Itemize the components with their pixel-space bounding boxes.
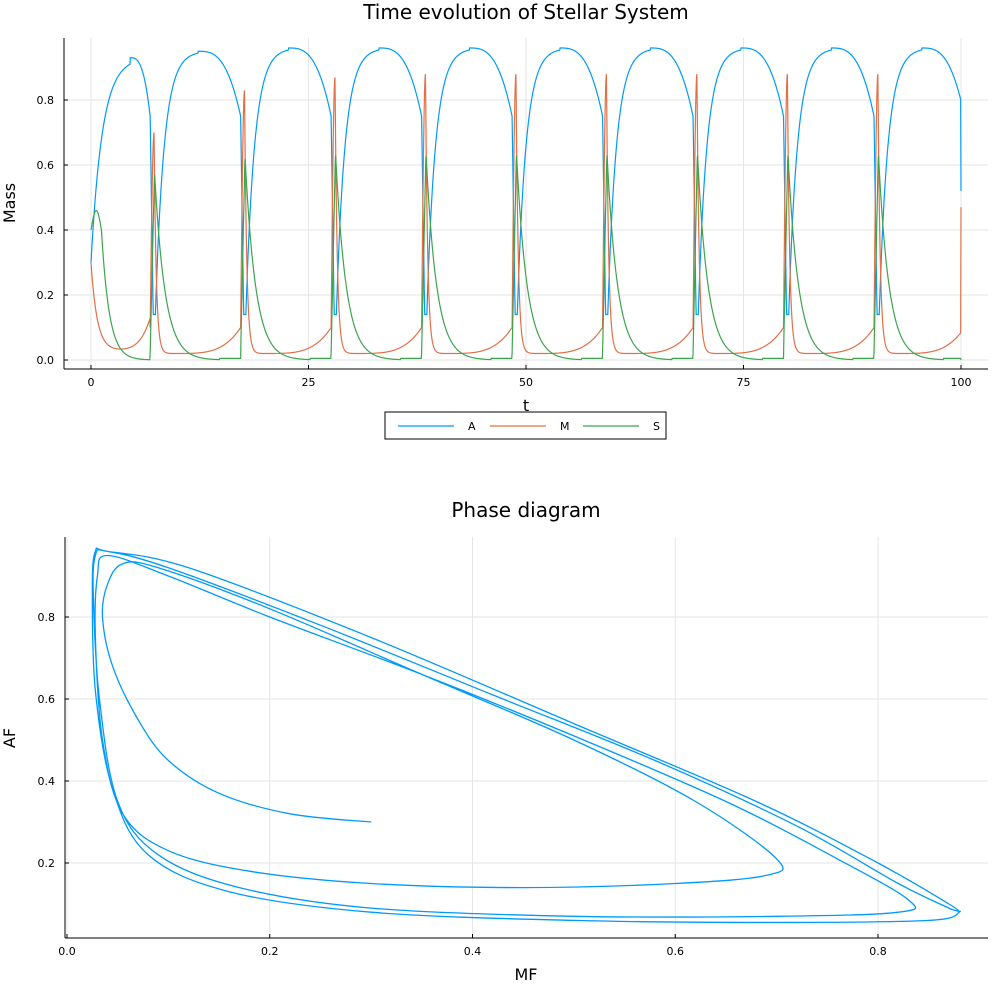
series-line-S bbox=[90, 155, 962, 361]
x-tick-label: 0.6 bbox=[667, 945, 685, 958]
phase-diagram-chart: Phase diagram 0.0 0.2 0.4 0.6 0.8 0.20.40.60… bbox=[0, 498, 988, 984]
y-tick-label: 0.8 bbox=[37, 94, 55, 107]
x-axis-label: t bbox=[523, 396, 529, 415]
x-tick-label: 0.2 bbox=[261, 945, 279, 958]
series-line-A bbox=[90, 47, 962, 316]
y-ticks: 0.0 0.2 0.4 0.6 0.8 bbox=[37, 94, 68, 367]
series-line-M bbox=[90, 74, 962, 355]
y-axis-label: AF bbox=[0, 728, 19, 748]
chart-title: Phase diagram bbox=[451, 498, 600, 522]
x-tick-label: 0 bbox=[88, 376, 95, 389]
x-tick-label: 50 bbox=[519, 376, 533, 389]
y-axis-label: Mass bbox=[0, 183, 19, 223]
series-group bbox=[90, 47, 962, 361]
y-tick-label: 0.6 bbox=[38, 693, 56, 706]
y-tick-label: 0.8 bbox=[38, 611, 56, 624]
x-tick-label: 0.4 bbox=[464, 945, 482, 958]
x-ticks: 0 25 50 75 100 bbox=[88, 365, 972, 389]
x-tick-label: 100 bbox=[951, 376, 972, 389]
x-tick-label: 0.0 bbox=[58, 945, 76, 958]
y-tick-label: 0.2 bbox=[37, 289, 55, 302]
phase-trajectory-line bbox=[91, 547, 962, 924]
y-ticks: 0.2 0.4 0.6 0.8 bbox=[38, 611, 69, 870]
series-group bbox=[91, 547, 962, 924]
grid bbox=[65, 537, 988, 938]
y-tick-label: 0.4 bbox=[37, 224, 55, 237]
x-tick-label: 75 bbox=[737, 376, 751, 389]
x-tick-label: 0.8 bbox=[869, 945, 887, 958]
x-tick-label: 25 bbox=[302, 376, 316, 389]
legend-label-S: S bbox=[653, 420, 660, 433]
x-axis-label: MF bbox=[514, 965, 537, 984]
grid bbox=[64, 38, 988, 369]
axes bbox=[64, 537, 988, 939]
y-tick-label: 0.2 bbox=[38, 857, 56, 870]
x-ticks: 0.0 0.2 0.4 0.6 0.8 bbox=[58, 934, 887, 958]
legend-label-A: A bbox=[468, 420, 476, 433]
time-evolution-chart: Time evolution of Stellar System 0 25 50 75… bbox=[0, 0, 988, 440]
chart-title: Time evolution of Stellar System bbox=[362, 0, 689, 24]
y-tick-label: 0.4 bbox=[38, 775, 56, 788]
legend-label-M: M bbox=[560, 420, 570, 433]
y-tick-label: 0.0 bbox=[37, 354, 55, 367]
y-tick-label: 0.6 bbox=[37, 159, 55, 172]
